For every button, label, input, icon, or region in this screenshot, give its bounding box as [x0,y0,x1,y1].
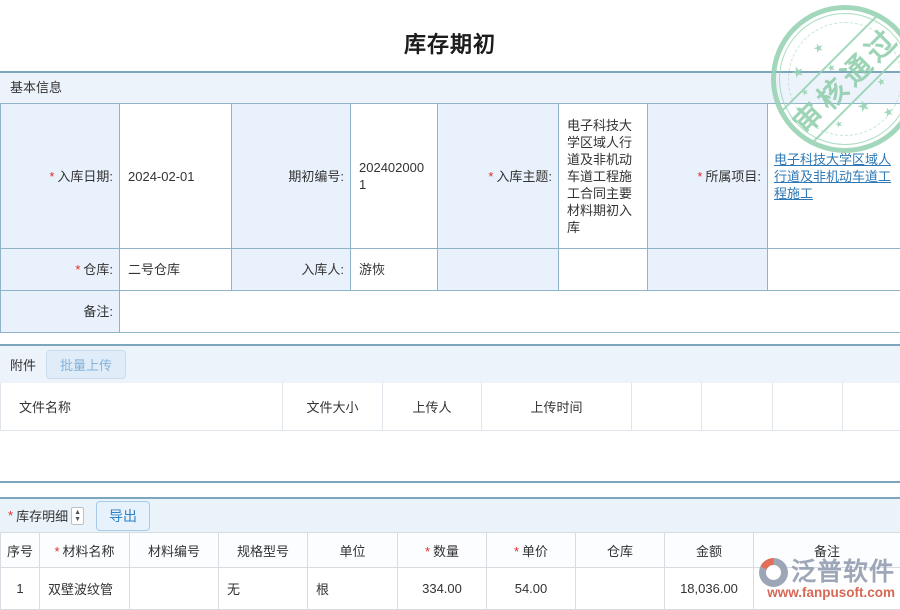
empty-value-cell [768,249,900,291]
sort-down-icon: ▼ [74,516,81,523]
required-asterisk: * [425,544,430,559]
inventory-detail-title: 库存明细 [16,506,68,525]
field-label-warehouse: *仓库: [1,249,120,291]
vendor-name: 泛普软件 [791,559,895,586]
attachments-table: 文件名称 文件大小 上传人 上传时间 [0,382,900,431]
attach-col-upload-time: 上传时间 [482,383,632,431]
cell-quantity[interactable]: 334.00 [398,568,487,610]
dtl-col-quantity: *数量 [398,533,487,568]
required-asterisk: * [514,544,519,559]
vendor-watermark: 泛普软件 www.fanpusoft.com [759,558,895,600]
cell-unit[interactable]: 根 [308,568,398,610]
vendor-url: www.fanpusoft.com [759,585,895,600]
field-label-inbound-person: 入库人: [232,249,351,291]
field-value-project: 电子科技大学区域人行道及非机动车道工程施工 [768,104,900,249]
required-asterisk: * [49,169,54,184]
required-asterisk: * [697,169,702,184]
sort-up-icon: ▲ [74,509,81,516]
sort-toggle[interactable]: ▲ ▼ [71,507,84,525]
field-value-warehouse[interactable]: 二号仓库 [120,249,232,291]
dtl-col-spec-model: 规格型号 [219,533,308,568]
cell-amount: 18,036.00 [665,568,754,610]
field-value-opening-number: 2024020001 [351,104,438,249]
attach-col-uploader: 上传人 [383,383,482,431]
attachments-section-header: 附件 批量上传 [0,344,900,382]
cell-seq: 1 [1,568,40,610]
required-asterisk: * [54,544,59,559]
field-label-remark: 备注: [1,291,120,333]
basic-info-section-header: 基本信息 [0,71,900,103]
required-asterisk: * [75,262,80,277]
attach-col-empty [702,383,773,431]
empty-label-cell [438,249,559,291]
empty-label-cell [648,249,768,291]
attachments-title: 附件 [10,355,36,374]
dtl-col-unit: 单位 [308,533,398,568]
cell-warehouse[interactable] [576,568,665,610]
dtl-col-unit-price: *单价 [487,533,576,568]
basic-info-form: *入库日期: 2024-02-01 期初编号: 2024020001 *入库主题… [0,103,900,333]
field-value-remark[interactable] [120,291,900,333]
cell-material-name[interactable]: 双壁波纹管 [40,568,130,610]
attach-col-file-size: 文件大小 [283,383,383,431]
attach-col-file-name: 文件名称 [1,383,283,431]
dtl-col-warehouse: 仓库 [576,533,665,568]
attach-col-empty [632,383,702,431]
dtl-col-material-name: *材料名称 [40,533,130,568]
field-label-inbound-subject: *入库主题: [438,104,559,249]
attachments-empty-area [0,431,900,483]
inventory-detail-header: * 库存明细 ▲ ▼ 导出 [0,499,900,532]
attach-col-empty [843,383,900,431]
field-label-opening-number: 期初编号: [232,104,351,249]
field-value-inbound-subject[interactable]: 电子科技大学区域人行道及非机动车道工程施工合同主要材料期初入库 [559,104,648,249]
empty-value-cell [559,249,648,291]
field-label-inbound-date: *入库日期: [1,104,120,249]
cell-unit-price[interactable]: 54.00 [487,568,576,610]
batch-upload-button[interactable]: 批量上传 [46,350,126,379]
page-title: 库存期初 [0,0,900,71]
cell-spec-model[interactable]: 无 [219,568,308,610]
field-label-project: *所属项目: [648,104,768,249]
export-button[interactable]: 导出 [96,501,150,531]
field-value-inbound-person: 游恢 [351,249,438,291]
cell-material-code[interactable] [130,568,219,610]
required-asterisk: * [8,508,13,523]
dtl-col-amount: 金额 [665,533,754,568]
vendor-logo-icon [759,558,788,587]
project-link[interactable]: 电子科技大学区域人行道及非机动车道工程施工 [774,152,891,201]
dtl-col-seq: 序号 [1,533,40,568]
required-asterisk: * [488,169,493,184]
dtl-col-material-code: 材料编号 [130,533,219,568]
field-value-inbound-date[interactable]: 2024-02-01 [120,104,232,249]
attach-col-empty [773,383,843,431]
